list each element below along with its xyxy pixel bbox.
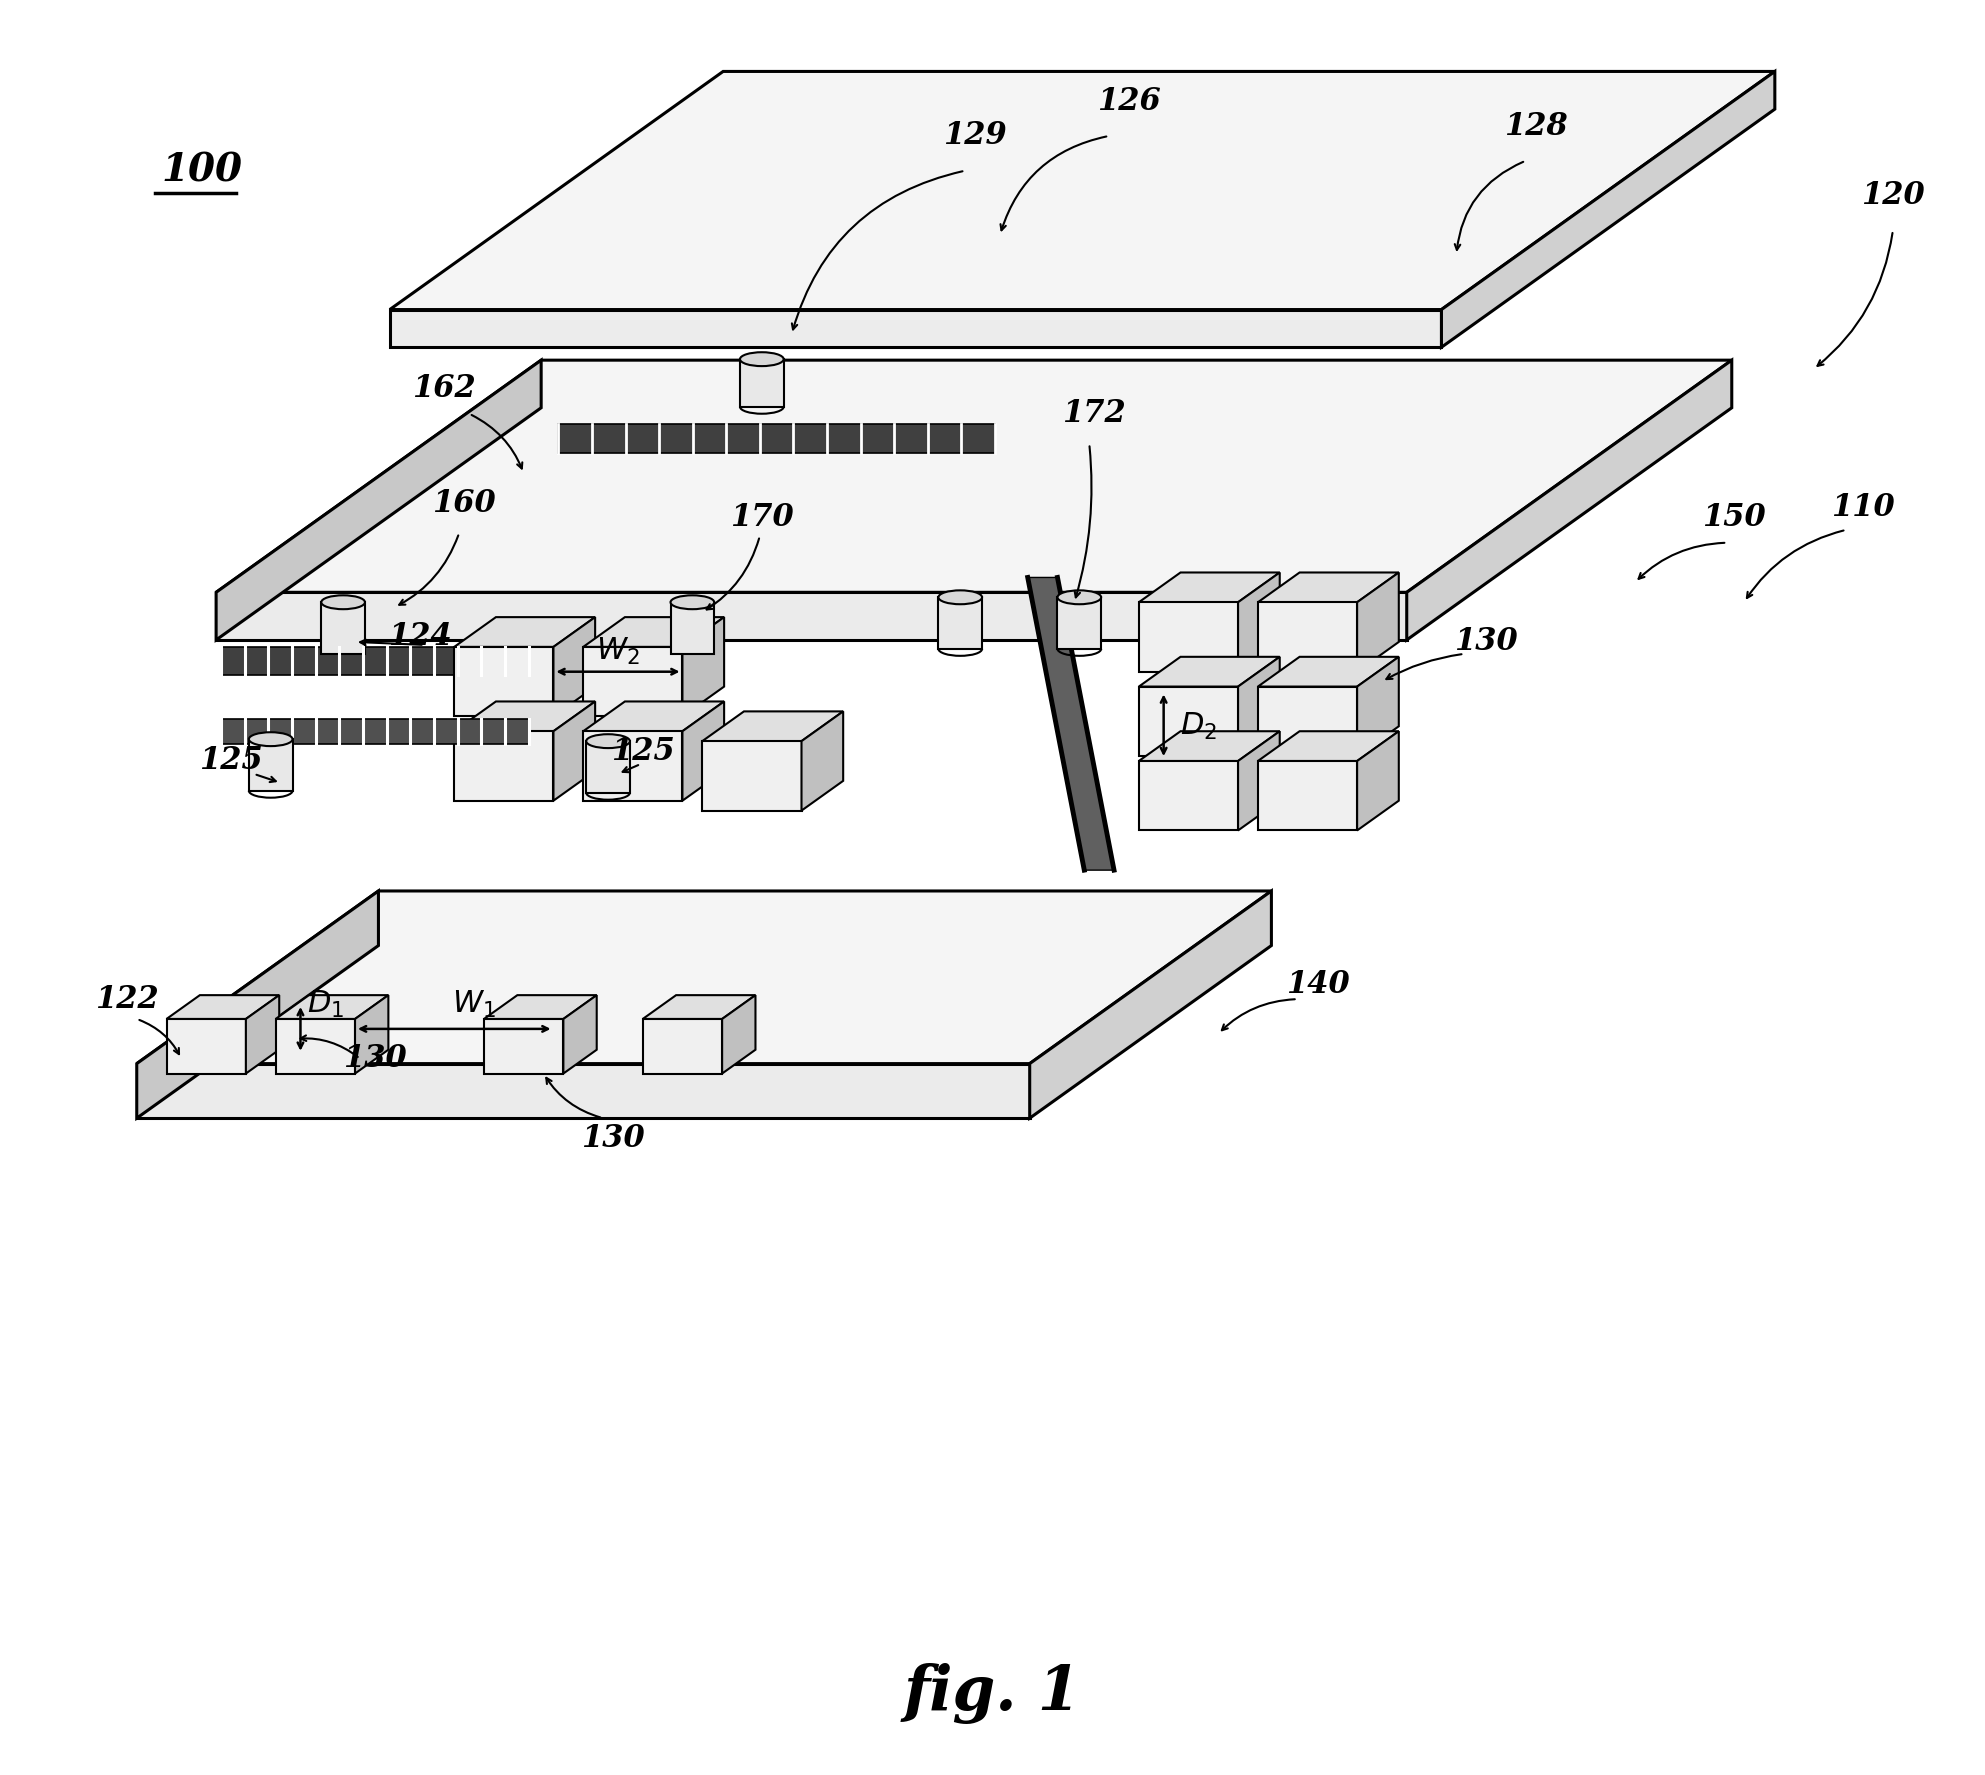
Polygon shape bbox=[1441, 71, 1775, 348]
Ellipse shape bbox=[322, 595, 365, 609]
Polygon shape bbox=[1358, 657, 1399, 756]
Polygon shape bbox=[455, 731, 554, 801]
Ellipse shape bbox=[939, 591, 983, 604]
Polygon shape bbox=[1139, 761, 1239, 831]
Polygon shape bbox=[220, 646, 528, 674]
Polygon shape bbox=[740, 359, 784, 406]
Polygon shape bbox=[802, 712, 844, 811]
Text: 126: 126 bbox=[1098, 85, 1161, 117]
Polygon shape bbox=[683, 701, 725, 801]
Polygon shape bbox=[1239, 731, 1280, 831]
Text: 129: 129 bbox=[943, 121, 1006, 151]
Polygon shape bbox=[1358, 573, 1399, 671]
Polygon shape bbox=[216, 360, 1731, 593]
Polygon shape bbox=[1239, 657, 1280, 756]
Text: 140: 140 bbox=[1286, 969, 1350, 999]
Text: 170: 170 bbox=[730, 502, 794, 534]
Polygon shape bbox=[703, 712, 844, 742]
Polygon shape bbox=[643, 1019, 723, 1074]
Polygon shape bbox=[455, 701, 596, 731]
Polygon shape bbox=[137, 891, 379, 1118]
Polygon shape bbox=[1139, 731, 1280, 761]
Text: $W_2$: $W_2$ bbox=[596, 635, 639, 667]
Polygon shape bbox=[703, 742, 802, 811]
Text: 122: 122 bbox=[95, 983, 159, 1015]
Polygon shape bbox=[248, 738, 292, 792]
Polygon shape bbox=[389, 71, 1775, 309]
Polygon shape bbox=[1258, 731, 1399, 761]
Text: 125: 125 bbox=[198, 746, 262, 776]
Polygon shape bbox=[1258, 761, 1358, 831]
Polygon shape bbox=[1028, 577, 1114, 870]
Polygon shape bbox=[276, 1019, 355, 1074]
Polygon shape bbox=[564, 996, 597, 1074]
Ellipse shape bbox=[248, 733, 292, 746]
Text: 100: 100 bbox=[161, 151, 242, 190]
Polygon shape bbox=[1258, 687, 1358, 756]
Text: 125: 125 bbox=[611, 735, 675, 767]
Polygon shape bbox=[484, 1019, 564, 1074]
Polygon shape bbox=[584, 646, 683, 717]
Polygon shape bbox=[484, 996, 597, 1019]
Polygon shape bbox=[1258, 657, 1399, 687]
Polygon shape bbox=[643, 996, 756, 1019]
Polygon shape bbox=[322, 602, 365, 653]
Text: $D_1$: $D_1$ bbox=[308, 989, 343, 1019]
Polygon shape bbox=[554, 701, 596, 801]
Polygon shape bbox=[683, 618, 725, 717]
Polygon shape bbox=[1139, 687, 1239, 756]
Text: 130: 130 bbox=[1455, 627, 1519, 657]
Polygon shape bbox=[167, 1019, 246, 1074]
Ellipse shape bbox=[1058, 591, 1102, 604]
Polygon shape bbox=[1258, 573, 1399, 602]
Polygon shape bbox=[1139, 573, 1280, 602]
Text: 128: 128 bbox=[1505, 110, 1568, 142]
Polygon shape bbox=[584, 701, 725, 731]
Ellipse shape bbox=[671, 595, 715, 609]
Polygon shape bbox=[455, 618, 596, 646]
Polygon shape bbox=[216, 360, 542, 641]
Polygon shape bbox=[1239, 573, 1280, 671]
Polygon shape bbox=[1030, 891, 1272, 1118]
Ellipse shape bbox=[586, 735, 629, 747]
Polygon shape bbox=[1058, 598, 1102, 650]
Text: 162: 162 bbox=[413, 373, 476, 405]
Polygon shape bbox=[276, 996, 389, 1019]
Text: 150: 150 bbox=[1703, 502, 1767, 534]
Polygon shape bbox=[939, 598, 983, 650]
Polygon shape bbox=[1139, 657, 1280, 687]
Polygon shape bbox=[137, 891, 1272, 1063]
Polygon shape bbox=[246, 996, 280, 1074]
Polygon shape bbox=[723, 996, 756, 1074]
Polygon shape bbox=[355, 996, 389, 1074]
Text: $W_1$: $W_1$ bbox=[453, 989, 496, 1019]
Polygon shape bbox=[220, 719, 528, 744]
Ellipse shape bbox=[740, 351, 784, 366]
Polygon shape bbox=[554, 618, 596, 717]
Polygon shape bbox=[1358, 731, 1399, 831]
Polygon shape bbox=[584, 618, 725, 646]
Text: 120: 120 bbox=[1862, 179, 1925, 211]
Polygon shape bbox=[455, 646, 554, 717]
Text: 110: 110 bbox=[1832, 492, 1896, 524]
Polygon shape bbox=[1407, 360, 1731, 641]
Text: 172: 172 bbox=[1062, 398, 1125, 430]
Polygon shape bbox=[137, 1063, 1030, 1118]
Polygon shape bbox=[671, 602, 715, 653]
Polygon shape bbox=[389, 309, 1441, 348]
Text: $D_2$: $D_2$ bbox=[1179, 710, 1217, 742]
Polygon shape bbox=[558, 424, 994, 453]
Polygon shape bbox=[1258, 602, 1358, 671]
Text: 160: 160 bbox=[433, 488, 496, 518]
Polygon shape bbox=[1139, 602, 1239, 671]
Text: 124: 124 bbox=[387, 621, 451, 653]
Text: 130: 130 bbox=[582, 1122, 645, 1154]
Polygon shape bbox=[216, 593, 1407, 641]
Polygon shape bbox=[584, 731, 683, 801]
Text: 130: 130 bbox=[343, 1044, 407, 1074]
Polygon shape bbox=[586, 742, 629, 793]
Polygon shape bbox=[167, 996, 280, 1019]
Text: fig. 1: fig. 1 bbox=[903, 1663, 1080, 1724]
